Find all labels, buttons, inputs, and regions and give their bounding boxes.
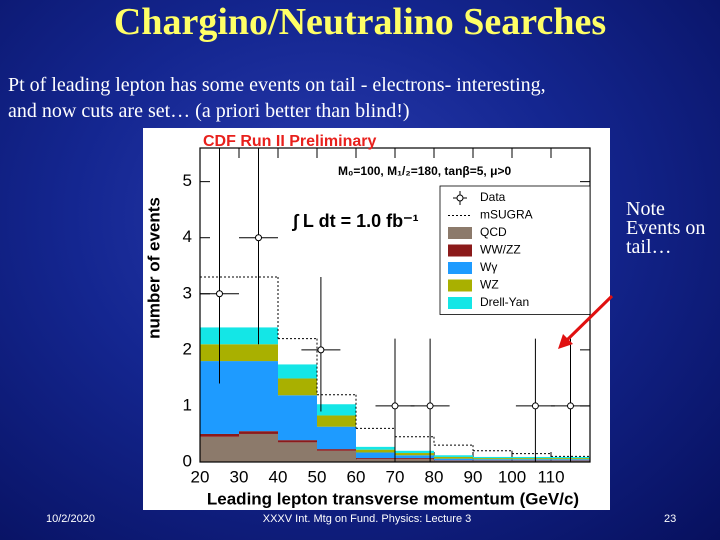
legend-swatch [448,262,472,274]
histogram-bar [239,344,278,362]
histogram-bar [200,436,239,462]
histogram-bar [239,431,278,434]
histogram-bar [356,452,395,459]
x-tick-label: 100 [498,467,526,486]
legend-label: Drell-Yan [480,295,529,309]
histogram-bar [239,433,278,462]
y-tick-label: 2 [183,339,192,358]
histogram-bar [473,458,512,460]
legend-swatch [448,227,472,239]
histogram-bar [356,459,395,462]
data-point [216,290,223,298]
legend-label: WZ [480,278,499,292]
y-axis-label: number of events [144,197,163,339]
x-tick-label: 30 [230,467,249,486]
histogram-bar [200,433,239,437]
chart-title: CDF Run II Preliminary [203,133,376,150]
footer-event: XXXV Int. Mtg on Fund. Physics: Lecture … [262,513,472,525]
histogram-bar [278,395,317,441]
note: Note Events on tail… [626,198,706,258]
legend-label: WW/ZZ [480,243,521,257]
data-point [391,402,399,410]
x-tick-label: 70 [386,467,405,486]
x-tick-label: 90 [464,467,483,486]
annotation: ∫ L dt = 1.0 fb⁻¹ [292,211,419,231]
data-point [426,402,434,410]
subtitle-line: and now cuts are set… (a priori better t… [8,100,410,122]
y-tick-label: 5 [183,171,192,190]
histogram-bar [239,361,278,432]
histogram-bar [278,442,317,462]
y-tick-label: 3 [183,283,192,302]
slide-title: Chargino/Neutralino Searches [113,1,607,43]
legend-swatch [448,297,472,309]
histogram-bar [473,459,512,461]
histogram-bar [434,460,473,461]
x-tick-label: 60 [347,467,366,486]
x-tick-label: 110 [537,467,564,486]
histogram-bar [434,456,473,459]
y-tick-label: 4 [183,227,192,246]
legend-swatch [448,279,472,292]
histogram-bar [278,378,317,396]
plot-content [200,148,590,462]
legend-label: Wγ [480,260,497,274]
x-axis-label: Leading lepton transverse momentum (GeV/… [207,489,579,508]
histogram-bar [434,458,473,461]
histogram-bar [356,446,395,450]
x-tick-label: 80 [425,467,444,486]
legend-swatch [456,194,464,202]
data-point [317,346,325,354]
annotation: M₀=100, M₁/₂=180, tanβ=5, μ>0 [338,164,511,178]
histogram-bar [512,456,551,459]
histogram-bar [512,458,551,460]
data-point [255,234,262,242]
subtitle-line: Pt of leading lepton has some events on … [8,74,546,96]
histogram-bar [473,456,512,459]
histogram-bar [356,458,395,460]
histogram-bar [317,450,356,462]
x-tick-label: 50 [308,467,327,486]
histogram-bar [395,453,434,456]
legend-swatch [448,244,472,257]
histogram-bar [317,404,356,416]
histogram-bar [278,364,317,379]
footer-date: 10/2/2020 [46,513,95,525]
y-tick-label: 0 [183,451,192,470]
histogram-bar [395,458,434,460]
histogram-bar [278,440,317,443]
legend-label: mSUGRA [480,208,533,222]
histogram-bar [395,450,434,454]
y-tick-label: 1 [183,395,192,414]
x-tick-label: 20 [191,467,210,486]
histogram-bar [356,449,395,453]
x-tick-label: 40 [269,467,288,486]
histogram-bar [434,455,473,457]
histogram-bar [512,460,551,461]
legend-label: QCD [480,225,507,239]
legend-label: Data [480,190,506,204]
data-point [567,402,574,410]
chart: CDF Run II Preliminary M₀=100, M₁/₂=180,… [143,128,610,510]
histogram-bar [317,426,356,450]
footer-page: 23 [664,513,677,525]
histogram-bar [395,459,434,462]
histogram-bar [395,455,434,459]
histogram-bar [317,415,356,427]
histogram-bar [512,459,551,461]
histogram-bar [317,449,356,451]
histogram-bar [473,460,512,461]
data-point [531,402,539,410]
